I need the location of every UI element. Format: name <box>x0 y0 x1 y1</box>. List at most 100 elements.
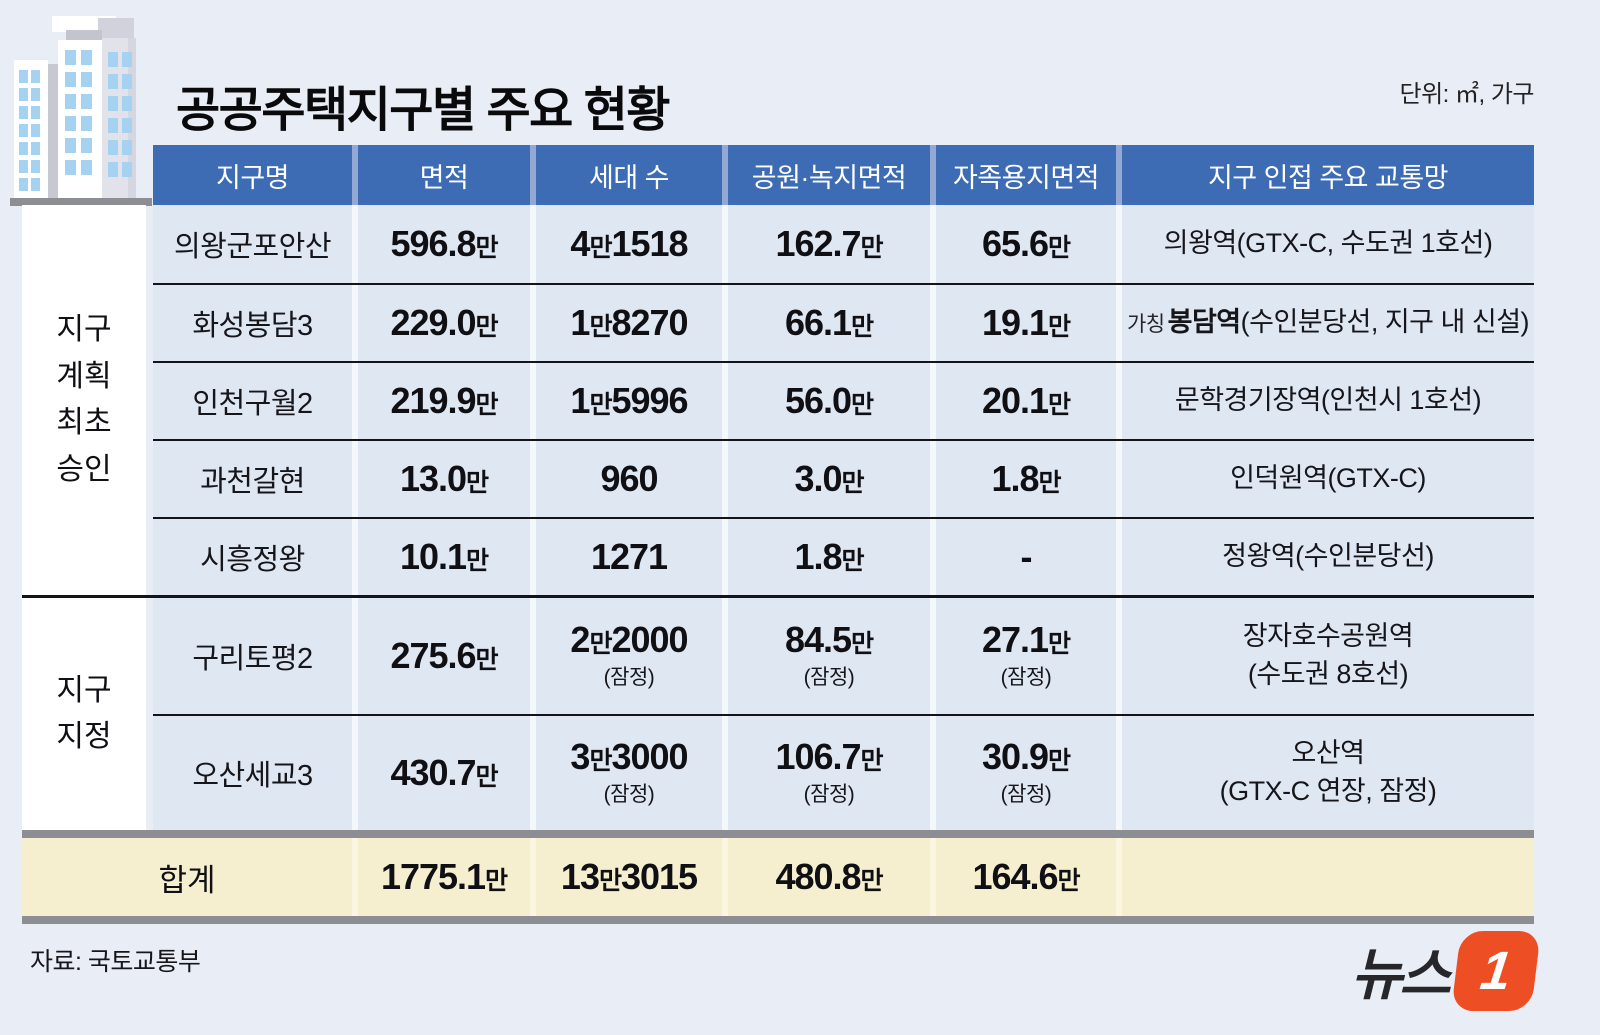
unit-man-suffix: 만 <box>1048 313 1071 342</box>
cell-value: 229.0만 <box>390 302 499 344</box>
unit-man-suffix: 만 <box>1057 867 1081 896</box>
unit-man-suffix: 만 <box>466 547 489 576</box>
cell-note: (잠정) <box>1000 666 1052 690</box>
source-note: 자료: 국토교통부 <box>30 948 201 976</box>
total-cell-transit <box>1122 838 1534 916</box>
cell-value: 84.5만 <box>784 618 874 660</box>
transit-cell: 오산역 (GTX-C 연장, 잠정) <box>1122 716 1534 830</box>
row-group-rows: 구리토평2 275.6만 2만2000 (잠정) 84.5만 (잠정) 27.1만 (잠정) 장… <box>153 598 1534 830</box>
divider-bar-top <box>22 830 1534 838</box>
table-cell-number: 106.7만 (잠정) <box>728 716 930 830</box>
transit-line2: (수도권 8호선) <box>1247 659 1409 689</box>
transit-prefix: 가칭 <box>1126 313 1165 337</box>
row-group-label: 지구 계획 최초 승인 <box>22 205 146 595</box>
table-cell-number: 19.1만 <box>936 285 1116 361</box>
transit-station: 봉담역 <box>1167 307 1242 338</box>
transit-cell: 가칭 봉담역(수인분당선, 지구 내 신설) <box>1122 285 1534 361</box>
page-title: 공공주택지구별 주요 현황 <box>176 84 670 138</box>
cell-note: (잠정) <box>603 783 655 807</box>
table-row: 인천구월2 219.9만 1만5996 56.0만 20.1만 문학경기장역(인천시 1호… <box>153 361 1534 439</box>
unit-man-suffix: 만 <box>485 867 508 896</box>
apartment-building-icon <box>10 16 152 206</box>
table-cell-number: 56.0만 <box>728 363 930 439</box>
unit-man-suffix: 만 <box>475 234 499 263</box>
transit-line: 의왕역(GTX-C, 수도권 1호선) <box>1163 228 1493 259</box>
cell-value: 1271 <box>590 536 668 578</box>
cell-value: 13.0만 <box>399 458 489 500</box>
unit-man-suffix: 만 <box>589 234 612 263</box>
transit-line2: (GTX-C 연장, 잠정) <box>1219 776 1437 806</box>
cell-note: (잠정) <box>803 666 855 690</box>
news1-logo-text: 뉴스 <box>1350 943 1451 1006</box>
district-name-cell: 화성봉담3 <box>153 285 352 361</box>
table-cell-number: - <box>936 519 1116 595</box>
table-cell-number: 3.0만 <box>728 441 930 517</box>
table-body: 지구 계획 최초 승인 의왕군포안산 596.8만 4만1518 162.7만 65.6만 의왕역… <box>22 205 1534 830</box>
unit-man-suffix: 만 <box>860 746 884 775</box>
table-cell-number: 1만8270 <box>536 285 722 361</box>
table-cell-number: 960 <box>536 441 722 517</box>
unit-man-suffix: 만 <box>1048 746 1071 775</box>
table-cell-number: 66.1만 <box>728 285 930 361</box>
table-cell-number: 20.1만 <box>936 363 1116 439</box>
cell-value: 10.1만 <box>399 536 489 578</box>
cell-note: (잠정) <box>803 783 855 807</box>
cell-note: (잠정) <box>603 666 655 690</box>
transit-line: 장자호수공원역 <box>1242 621 1414 652</box>
table-cell-number: 596.8만 <box>358 205 530 283</box>
table-cell-number: 229.0만 <box>358 285 530 361</box>
table-cell-number: 30.9만 (잠정) <box>936 716 1116 830</box>
cell-value: 162.7만 <box>775 223 883 265</box>
row-group-rows: 의왕군포안산 596.8만 4만1518 162.7만 65.6만 의왕역(GTX-C, … <box>153 205 1534 595</box>
cell-value: 4만1518 <box>570 223 688 265</box>
unit-man-suffix: 만 <box>475 391 499 420</box>
cell-value: 3.0만 <box>794 458 864 500</box>
table-cell-number: 430.7만 <box>358 716 530 830</box>
district-name-cell: 인천구월2 <box>153 363 352 439</box>
unit-man-suffix: 만 <box>851 391 874 420</box>
unit-man-suffix: 만 <box>598 867 622 896</box>
news1-logo: 뉴스 1 <box>1350 930 1541 1011</box>
column-header-4: 자족용지면적 <box>936 145 1116 205</box>
column-header-2: 세대 수 <box>536 145 722 205</box>
table-cell-number: 162.7만 <box>728 205 930 283</box>
table-cell-number: 27.1만 (잠정) <box>936 598 1116 714</box>
cell-value: 1만8270 <box>570 302 688 344</box>
cell-value: 596.8만 <box>390 223 499 265</box>
total-label-cell: 합계 <box>22 838 352 916</box>
column-header-1: 면적 <box>358 145 530 205</box>
divider-bar-bottom <box>22 916 1534 924</box>
row-group-label: 지구 지정 <box>22 598 146 830</box>
cell-value: 13만3015 <box>560 856 698 898</box>
column-header-3: 공원·녹지면적 <box>728 145 930 205</box>
district-name-cell: 구리토평2 <box>153 598 352 714</box>
unit-man-suffix: 만 <box>1048 629 1071 658</box>
cell-value: 219.9만 <box>390 380 499 422</box>
cell-value: 66.1만 <box>784 302 874 344</box>
total-cell-households: 13만3015 <box>536 838 722 916</box>
table-row: 화성봉담3 229.0만 1만8270 66.1만 19.1만 가칭 봉담역(수인분당선, … <box>153 283 1534 361</box>
cell-value: - <box>1020 536 1033 578</box>
transit-cell: 인덕원역(GTX-C) <box>1122 441 1534 517</box>
district-name-cell: 오산세교3 <box>153 716 352 830</box>
table-cell-number: 275.6만 <box>358 598 530 714</box>
transit-cell: 문학경기장역(인천시 1호선) <box>1122 363 1534 439</box>
unit-man-suffix: 만 <box>589 391 612 420</box>
cell-value: 164.6만 <box>972 856 1081 898</box>
column-header-5: 지구 인접 주요 교통망 <box>1122 145 1534 205</box>
total-cell-area: 1775.1만 <box>358 838 530 916</box>
unit-man-suffix: 만 <box>851 313 874 342</box>
table-cell-number: 65.6만 <box>936 205 1116 283</box>
table-cell-number: 13.0만 <box>358 441 530 517</box>
unit-man-suffix: 만 <box>475 763 499 792</box>
cell-value: 1.8만 <box>991 458 1061 500</box>
cell-value: 65.6만 <box>981 223 1071 265</box>
transit-line: 문학경기장역(인천시 1호선) <box>1174 385 1482 416</box>
table-header-row: 지구명 면적 세대 수 공원·녹지면적 자족용지면적 지구 인접 주요 교통망 <box>153 145 1534 205</box>
unit-man-suffix: 만 <box>475 313 499 342</box>
table-cell-number: 84.5만 (잠정) <box>728 598 930 714</box>
unit-man-suffix: 만 <box>851 629 874 658</box>
cell-value: 1만5996 <box>570 380 688 422</box>
unit-man-suffix: 만 <box>466 469 489 498</box>
